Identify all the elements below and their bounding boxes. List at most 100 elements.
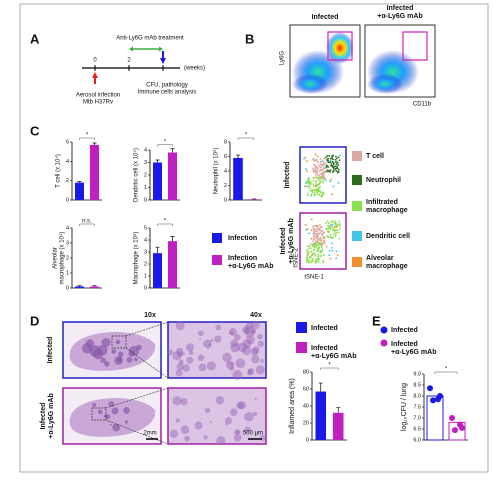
- tsne-point: [336, 229, 339, 232]
- legend-swatch: [212, 233, 222, 243]
- legend-label: Infected: [311, 325, 338, 332]
- dot: [452, 427, 458, 434]
- legend-label: Infection +α-Ly6G mAb: [228, 255, 273, 270]
- tsne-point: [312, 240, 315, 243]
- tsne-point: [307, 177, 310, 179]
- tissue: [180, 397, 188, 406]
- tissue: [180, 425, 190, 435]
- tsne-point: [334, 168, 337, 170]
- tsne-point: [305, 168, 307, 170]
- y-tick-label: 0: [306, 437, 309, 443]
- y-tick-label: 3: [144, 160, 147, 166]
- tsne-point: [318, 250, 321, 253]
- tsne-point: [333, 229, 335, 232]
- tsne-point: [311, 254, 313, 257]
- y-tick-label: 0: [66, 285, 69, 291]
- tsne-point: [323, 235, 326, 238]
- timeline-tick-label: 0: [93, 58, 97, 64]
- tsne-point: [321, 173, 323, 175]
- significance-bracket: [320, 367, 339, 370]
- panel-label: B: [245, 31, 254, 46]
- error-bar: [92, 142, 97, 145]
- y-tick-label: 4: [144, 147, 147, 153]
- lesion: [100, 357, 106, 363]
- tsne-point: [312, 183, 315, 186]
- bar: [249, 199, 259, 200]
- panel-label: A: [30, 31, 40, 46]
- legend-label: Infected +α-Ly6G mAb: [311, 345, 356, 360]
- tsne-point: [332, 169, 335, 172]
- tsne-point: [331, 193, 333, 196]
- tsne-point: [317, 255, 320, 258]
- tissue: [175, 369, 183, 377]
- tsne-point: [319, 243, 322, 246]
- lesion: [126, 356, 133, 363]
- tsne-point: [338, 224, 341, 227]
- tsne-point: [307, 247, 310, 250]
- tissue: [206, 361, 216, 371]
- y-axis-label: Neutrophil (x 10⁵): [213, 148, 220, 195]
- y-tick-label: 8: [224, 139, 227, 145]
- tsne-point: [313, 163, 315, 166]
- tissue: [230, 342, 240, 353]
- mean-bar: [426, 395, 444, 441]
- tsne-point: [329, 236, 332, 239]
- tissue: [204, 407, 211, 414]
- tsne-point: [316, 176, 318, 179]
- tissue: [186, 343, 195, 352]
- tsne-point: [318, 179, 320, 182]
- error-bar: [236, 154, 240, 158]
- significance-bracket: [157, 223, 173, 226]
- tsne-point: [329, 164, 332, 167]
- tsne-point: [333, 231, 336, 233]
- zoom-box: [111, 335, 127, 349]
- y-tick-label: 3: [144, 249, 147, 255]
- tsne-point: [332, 220, 334, 223]
- tsne-point: [331, 171, 334, 174]
- tsne-point: [310, 250, 313, 253]
- tissue: [224, 417, 233, 425]
- significance: n.s.: [82, 219, 92, 225]
- tsne-point: [323, 231, 326, 234]
- tsne-point: [315, 258, 318, 261]
- flow-xlabel: CD11b: [413, 102, 432, 108]
- y-axis-label: Inflamed area (%): [289, 378, 296, 434]
- tsne-point: [339, 154, 342, 157]
- tsne-point: [312, 258, 314, 260]
- legend-label: Neutrophil: [366, 177, 401, 184]
- tsne-point: [319, 173, 322, 175]
- legend-swatch: [352, 231, 362, 241]
- tissue: [249, 325, 252, 329]
- arrow-head: [129, 46, 163, 52]
- tsne-point: [322, 254, 325, 257]
- tissue: [254, 397, 257, 401]
- tsne-point: [314, 253, 317, 256]
- tsne-point: [309, 187, 311, 190]
- error-bar: [77, 181, 82, 183]
- tsne-point: [337, 170, 339, 173]
- tsne-point: [304, 156, 307, 159]
- tsne-point: [322, 164, 324, 167]
- tsne-point: [314, 240, 317, 242]
- tissue: [216, 436, 226, 446]
- tsne-point: [335, 225, 337, 228]
- tsne-point: [334, 158, 337, 161]
- tsne-point: [328, 254, 331, 257]
- tsne-point: [317, 189, 319, 192]
- tsne-point: [314, 248, 316, 251]
- tsne-point: [322, 179, 324, 182]
- tissue: [248, 369, 251, 372]
- tsne-point: [309, 261, 312, 264]
- y-axis-label: T cell (x 10⁴): [55, 154, 62, 188]
- y-tick-label: 0: [66, 197, 69, 203]
- y-tick-label: 40: [303, 403, 309, 409]
- column-label: 10x: [144, 312, 156, 319]
- tsne-point: [321, 243, 324, 245]
- tsne-point: [306, 259, 309, 262]
- flow-ylabel: Ly6G: [280, 51, 286, 65]
- tissue: [234, 334, 241, 341]
- tsne-point: [332, 154, 335, 157]
- lesion: [97, 409, 103, 415]
- tissue: [237, 342, 248, 353]
- tsne-point: [313, 189, 316, 192]
